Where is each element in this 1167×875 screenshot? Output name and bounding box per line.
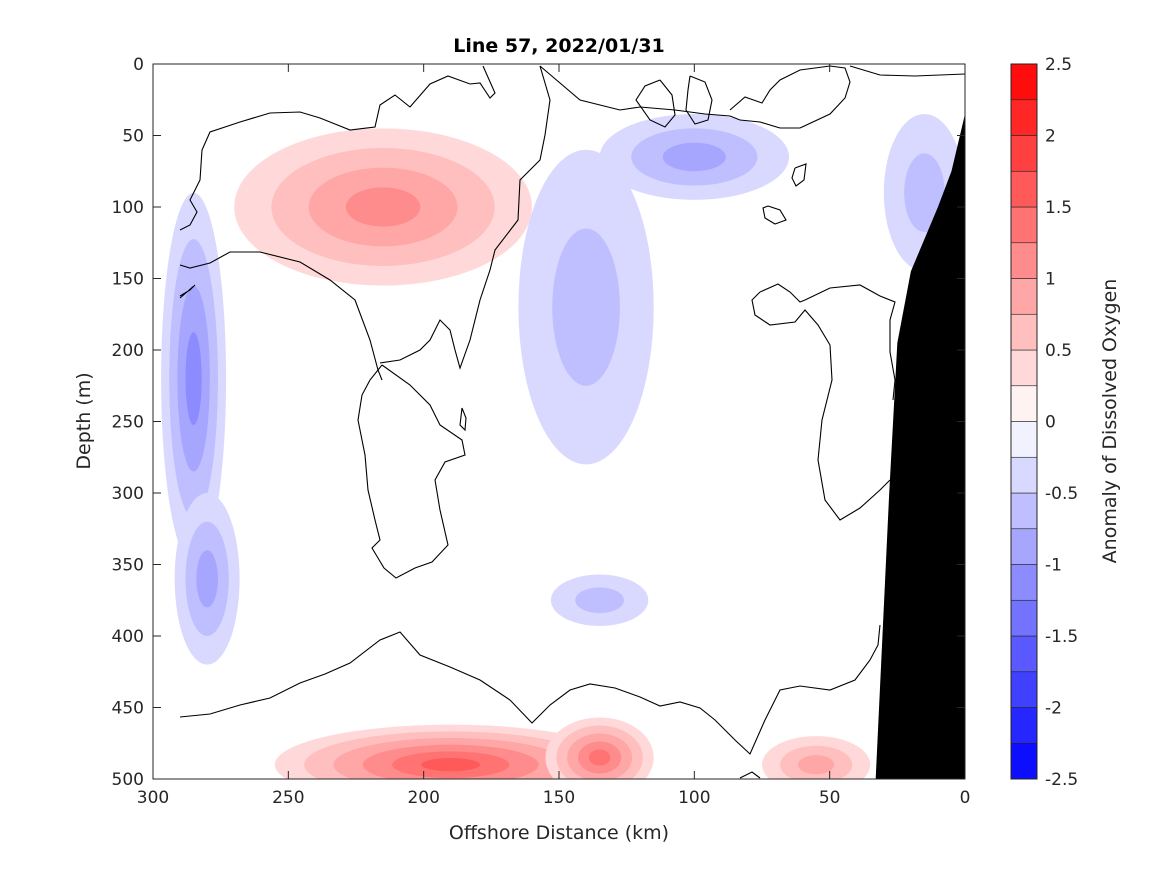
colorbar-swatch [1010, 63, 1038, 101]
colorbar-tick-label: 2 [1045, 127, 1056, 147]
y-tick-label: 200 [112, 341, 144, 361]
colorbar-swatch [1010, 635, 1038, 673]
y-tick-label: 300 [112, 484, 144, 504]
colorbar-swatch [1010, 385, 1038, 422]
colorbar-swatch [1010, 456, 1038, 494]
zero-contour-right-b [751, 291, 891, 521]
x-tick-label: 50 [819, 788, 841, 808]
colorbar-swatch [1010, 278, 1038, 315]
anomaly-band [552, 228, 620, 386]
zero-contour-upper [179, 65, 496, 231]
zero-contour-small-c [685, 75, 713, 125]
y-tick-label: 500 [112, 770, 144, 790]
anomaly-band [421, 758, 481, 772]
zero-contour-right-a [759, 283, 896, 401]
zero-contour-small-e [791, 163, 807, 187]
chart-title: Line 57, 2022/01/31 [453, 35, 665, 57]
colorbar: 2.5 2 1.5 1 0.5 0 -0.5 -1 -1.5 -2 -2.5 [1010, 55, 1078, 790]
colorbar-tick-label: -2.5 [1045, 770, 1078, 790]
y-tick-label: 150 [112, 270, 144, 290]
y-tick-label: 100 [112, 198, 144, 218]
colorbar-tick-label: 2.5 [1045, 55, 1072, 75]
colorbar-swatch [1010, 313, 1038, 351]
x-tick-label: 0 [960, 788, 971, 808]
zero-contour-small-d [762, 205, 787, 225]
anomaly-band [588, 749, 611, 766]
colorbar-swatch [1010, 99, 1038, 136]
colorbar-tick-label: 0.5 [1045, 341, 1072, 361]
colorbar-frame [1010, 63, 1038, 780]
anomaly-band [345, 187, 421, 227]
zero-contour-layer [179, 65, 965, 779]
colorbar-swatch [1010, 528, 1038, 565]
zero-contour-nearshore-top [849, 65, 965, 77]
y-tick-label: 450 [112, 699, 144, 719]
anomaly-band [904, 153, 945, 233]
zero-contour-small-b [635, 79, 676, 128]
anomaly-fill-layer [161, 114, 965, 779]
colorbar-tick-label: 0 [1045, 413, 1056, 433]
colorbar-swatch [1010, 349, 1038, 387]
colorbar-swatch [1010, 242, 1038, 279]
y-axis: 0 50 100 150 200 250 300 350 400 450 500 [112, 55, 965, 790]
anomaly-band [798, 755, 835, 775]
colorbar-tick-label: -0.5 [1045, 484, 1078, 504]
colorbar-tick-label: -2 [1045, 699, 1062, 719]
colorbar-swatch [1010, 742, 1038, 780]
x-tick-label: 150 [543, 788, 575, 808]
colorbar-swatch [1010, 707, 1038, 744]
zero-contour-bottom [179, 624, 881, 755]
x-tick-label: 100 [678, 788, 710, 808]
zero-contour-left-b [179, 284, 196, 299]
zero-contour-upper-c [539, 65, 851, 129]
y-axis-label: Depth (m) [73, 372, 95, 469]
x-tick-label: 300 [137, 788, 169, 808]
colorbar-swatch [1010, 135, 1038, 172]
seafloor [875, 114, 965, 779]
x-tick-label: 200 [407, 788, 439, 808]
zero-contour-bottom-b [739, 771, 761, 779]
y-tick-label: 0 [133, 55, 144, 75]
colorbar-tick-label: -1 [1045, 556, 1062, 576]
zero-contour-small-a [459, 407, 467, 432]
colorbar-swatch [1010, 206, 1038, 244]
x-axis: 300 250 200 150 100 50 0 [137, 64, 971, 808]
y-tick-label: 50 [122, 127, 144, 147]
y-tick-label: 400 [112, 627, 144, 647]
colorbar-swatch [1010, 671, 1038, 708]
y-tick-label: 250 [112, 413, 144, 433]
zero-contour-left-a [179, 251, 383, 381]
colorbar-swatch [1010, 492, 1038, 530]
anomaly-band [185, 332, 202, 426]
x-tick-label: 250 [272, 788, 304, 808]
colorbar-tick-label: 1 [1045, 270, 1056, 290]
colorbar-label: Anomaly of Dissolved Oxygen [1099, 279, 1121, 564]
colorbar-swatch [1010, 564, 1038, 601]
anomaly-band [662, 142, 726, 172]
colorbar-swatch [1010, 599, 1038, 637]
zero-contour-mid-island [357, 364, 466, 579]
colorbar-swatch [1010, 421, 1038, 458]
x-axis-label: Offshore Distance (km) [449, 822, 669, 844]
colorbar-tick-label: 1.5 [1045, 198, 1072, 218]
zero-contour-upper-b [379, 65, 551, 370]
colorbar-tick-label: -1.5 [1045, 627, 1078, 647]
anomaly-band [196, 550, 218, 608]
y-tick-label: 350 [112, 556, 144, 576]
colorbar-swatch [1010, 170, 1038, 208]
anomaly-band [575, 587, 624, 614]
